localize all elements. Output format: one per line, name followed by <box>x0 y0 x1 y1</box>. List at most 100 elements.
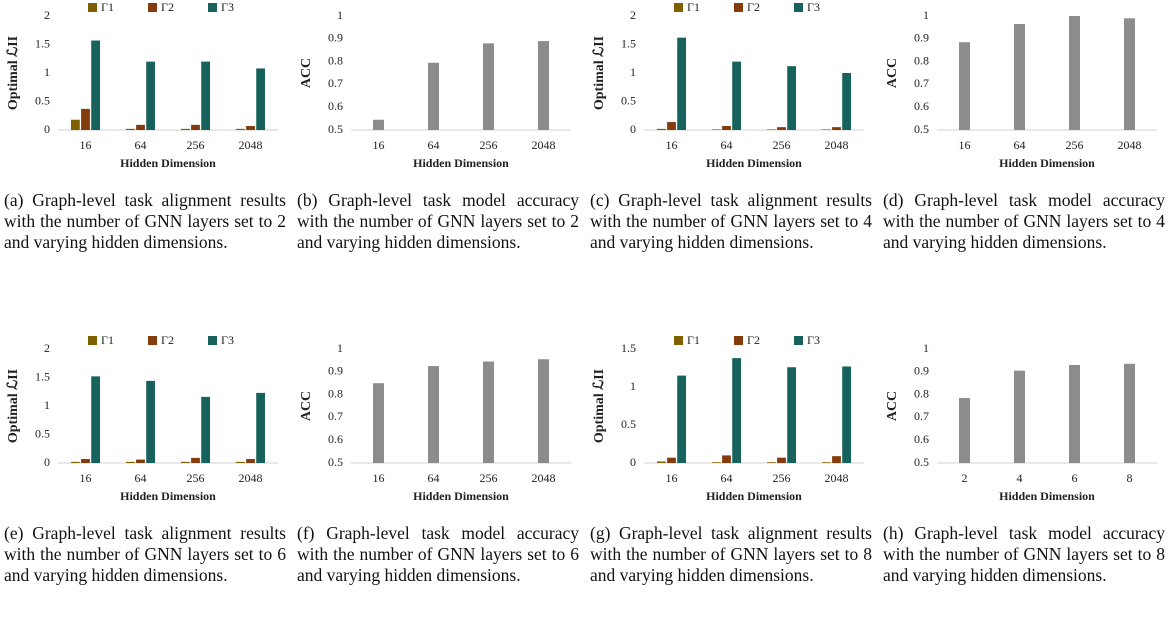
x-axis-label: Hidden Dimension <box>120 489 216 503</box>
y-tick-label: 2 <box>44 8 50 22</box>
y-tick-label: 0.5 <box>35 426 50 440</box>
y-tick-label: 0.5 <box>328 455 343 469</box>
y-tick-label: 0.5 <box>914 455 929 469</box>
y-tick-label: 0.9 <box>914 364 929 378</box>
bar <box>373 383 384 463</box>
legend-label: Γ2 <box>161 0 174 14</box>
y-tick-label: 1 <box>630 65 636 79</box>
legend-label: Γ3 <box>807 0 820 14</box>
x-tick-label: 16 <box>666 138 678 152</box>
x-tick-label: 256 <box>187 471 205 485</box>
bar <box>125 128 135 130</box>
x-axis-label: Hidden Dimension <box>706 489 802 503</box>
caption: (d) Graph-level task model accuracy with… <box>883 190 1165 252</box>
bar <box>842 73 852 130</box>
x-axis-label: Hidden Dimension <box>120 156 216 170</box>
bar <box>81 459 90 463</box>
legend-label: Γ3 <box>221 0 234 14</box>
caption: (g) Graph-level task alignment results w… <box>590 523 872 585</box>
x-tick-label: 16 <box>80 471 92 485</box>
bar <box>677 375 687 463</box>
legend-label: Γ3 <box>807 333 820 347</box>
x-tick-label: 64 <box>428 138 440 152</box>
caption: (f) Graph-level task model accuracy with… <box>297 523 579 585</box>
bar <box>538 359 549 463</box>
legend-label: Γ3 <box>221 333 234 347</box>
y-tick-label: 1.5 <box>35 369 50 383</box>
caption: (e) Graph-level task alignment results w… <box>4 523 286 585</box>
x-tick-label: 2048 <box>1118 138 1142 152</box>
x-tick-label: 2048 <box>825 471 849 485</box>
x-axis-label: Hidden Dimension <box>413 156 509 170</box>
legend-swatch <box>148 336 157 345</box>
y-tick-label: 1 <box>337 341 343 355</box>
chart: 0 0.5 1 1.5 2 Optimal ℒII Hidden Dimension 16 64… <box>6 333 278 503</box>
y-tick-label: 1 <box>923 8 929 22</box>
x-tick-label: 8 <box>1127 471 1133 485</box>
bar <box>732 358 742 463</box>
bar <box>246 126 255 130</box>
y-axis-label: Optimal ℒII <box>592 36 607 110</box>
bar <box>191 457 200 463</box>
x-tick-label: 16 <box>373 471 385 485</box>
bar <box>180 461 190 463</box>
chart: 0.5 0.6 0.7 0.8 0.9 1 ACC Hidden Dimension 16 64 2… <box>885 8 1157 170</box>
chart: 0.5 0.6 0.7 0.8 0.9 1 ACC Hidden Dimension 2 4 6 8 <box>885 341 1157 503</box>
bar <box>235 461 245 463</box>
legend-swatch <box>208 336 217 345</box>
legend-label: Γ2 <box>747 0 760 14</box>
bar <box>373 119 384 130</box>
x-axis-label: Hidden Dimension <box>999 489 1095 503</box>
bar <box>125 461 135 463</box>
y-tick-label: 0.6 <box>328 432 343 446</box>
y-tick-label: 1 <box>44 65 50 79</box>
x-axis-label: Hidden Dimension <box>413 489 509 503</box>
y-tick-label: 0.6 <box>914 99 929 113</box>
legend-swatch <box>734 3 743 12</box>
bar <box>146 61 156 130</box>
bar <box>235 128 245 130</box>
y-tick-label: 0.8 <box>914 386 929 400</box>
x-tick-label: 2048 <box>825 138 849 152</box>
bar <box>711 462 721 463</box>
x-tick-label: 64 <box>1014 138 1026 152</box>
bar <box>146 380 156 463</box>
y-tick-label: 0.5 <box>621 93 636 107</box>
y-tick-label: 1.5 <box>621 36 636 50</box>
legend-label: Γ1 <box>687 333 700 347</box>
bar <box>787 66 797 130</box>
y-axis-label: Optimal ℒII <box>6 36 21 110</box>
x-tick-label: 2048 <box>532 138 556 152</box>
bar <box>959 398 970 463</box>
x-tick-label: 16 <box>959 138 971 152</box>
y-tick-label: 2 <box>44 341 50 355</box>
bar <box>136 459 145 463</box>
chart: 0 0.5 1 1.5 2 Optimal ℒII Hidden Dimension 16 64… <box>6 0 278 170</box>
y-tick-label: 0.7 <box>914 409 929 423</box>
x-tick-label: 64 <box>721 138 733 152</box>
x-tick-label: 2048 <box>239 138 263 152</box>
y-axis-label: ACC <box>885 58 900 88</box>
bar <box>91 376 101 463</box>
caption: (h) Graph-level task model accuracy with… <box>883 523 1165 585</box>
bar <box>766 462 776 463</box>
x-tick-label: 256 <box>1066 138 1084 152</box>
bar <box>428 62 439 130</box>
y-tick-label: 1 <box>630 379 636 393</box>
y-tick-label: 0.9 <box>328 364 343 378</box>
bar <box>821 129 831 130</box>
bar <box>538 41 549 130</box>
x-tick-label: 16 <box>666 471 678 485</box>
x-tick-label: 64 <box>135 471 147 485</box>
bar <box>81 108 90 130</box>
bar <box>483 43 494 130</box>
y-axis-label: ACC <box>299 391 314 421</box>
bar <box>70 461 80 463</box>
bar <box>667 457 676 463</box>
x-tick-label: 2048 <box>532 471 556 485</box>
bar <box>832 127 841 130</box>
y-axis-label: ACC <box>885 391 900 421</box>
legend-label: Γ1 <box>101 333 114 347</box>
